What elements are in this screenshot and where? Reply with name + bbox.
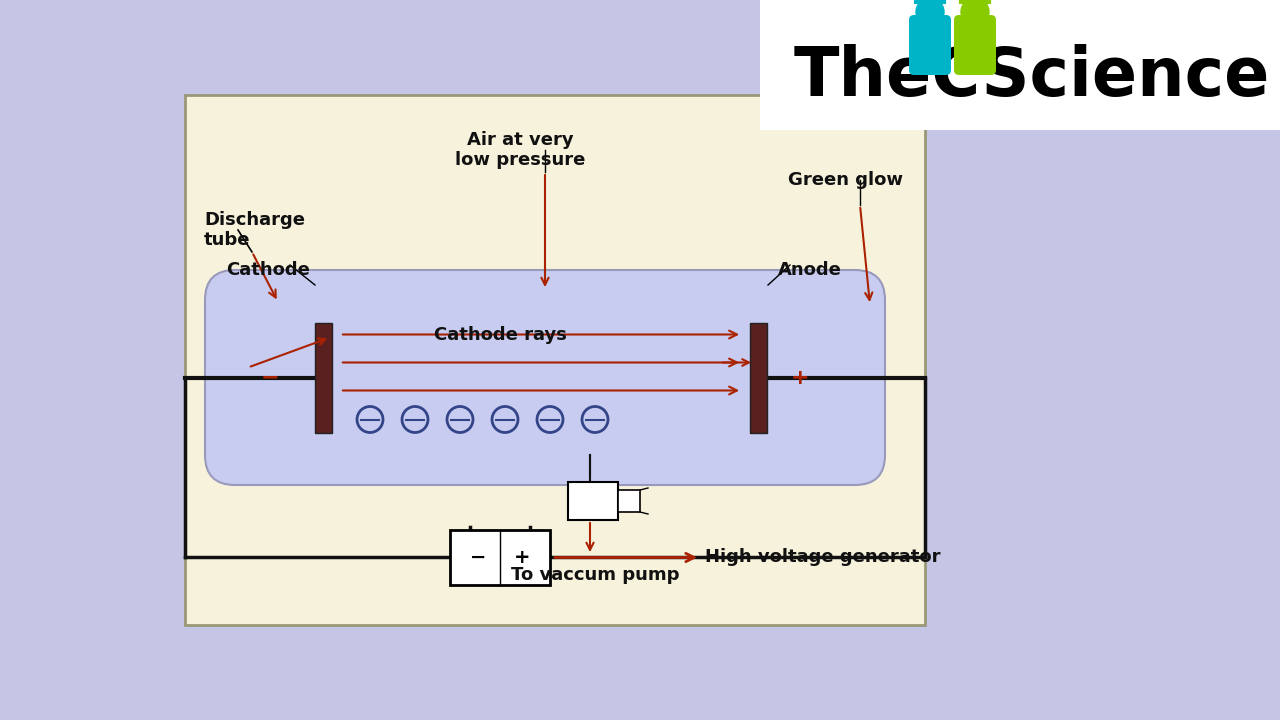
Text: To vaccum pump: To vaccum pump bbox=[511, 566, 680, 584]
Bar bbox=[618, 490, 640, 512]
Text: Cathode rays: Cathode rays bbox=[434, 326, 567, 344]
Text: Discharge
tube: Discharge tube bbox=[204, 210, 305, 249]
Text: Green glow: Green glow bbox=[787, 171, 902, 189]
Text: −: − bbox=[470, 548, 486, 567]
FancyBboxPatch shape bbox=[909, 15, 951, 75]
Circle shape bbox=[916, 0, 945, 26]
Bar bbox=[750, 323, 767, 433]
Text: Cathode: Cathode bbox=[227, 261, 310, 279]
Text: TheCScience: TheCScience bbox=[794, 44, 1270, 110]
FancyBboxPatch shape bbox=[954, 15, 996, 75]
Bar bbox=[451, 530, 550, 585]
Text: High voltage generator: High voltage generator bbox=[705, 549, 941, 567]
Text: +: + bbox=[791, 367, 809, 387]
FancyBboxPatch shape bbox=[760, 0, 1280, 130]
Text: −: − bbox=[261, 367, 279, 387]
FancyBboxPatch shape bbox=[186, 95, 925, 625]
Text: Air at very
low pressure: Air at very low pressure bbox=[454, 130, 585, 169]
Circle shape bbox=[961, 0, 989, 26]
Text: Anode: Anode bbox=[778, 261, 842, 279]
Text: +: + bbox=[513, 548, 530, 567]
Bar bbox=[315, 323, 332, 433]
FancyBboxPatch shape bbox=[205, 270, 884, 485]
Bar bbox=[568, 482, 618, 520]
